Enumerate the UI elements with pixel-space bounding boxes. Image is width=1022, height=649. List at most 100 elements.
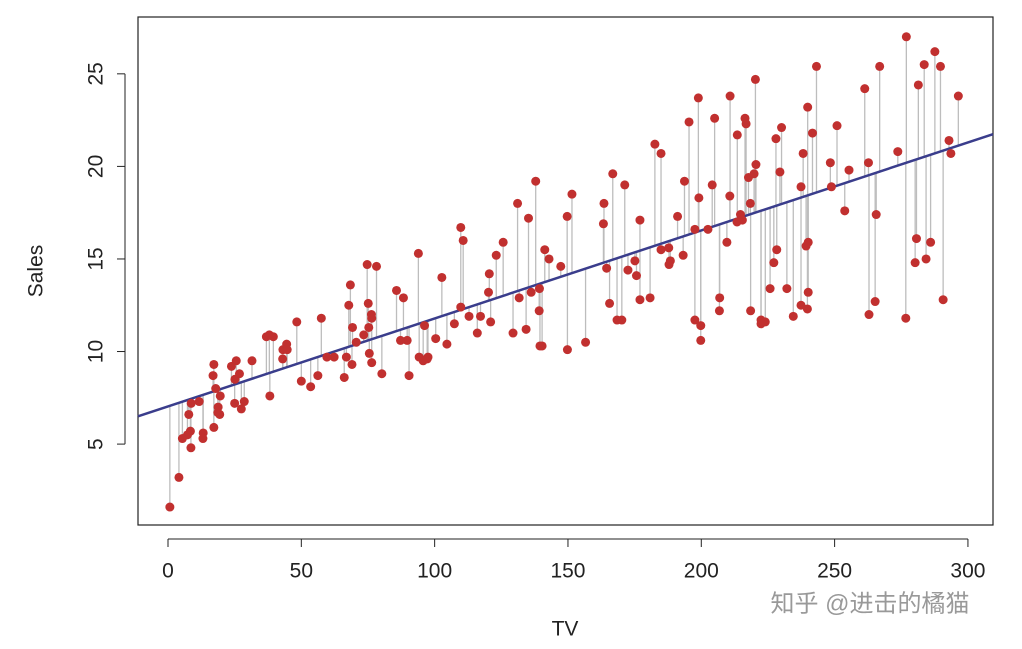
point <box>316 313 326 323</box>
point <box>599 198 609 208</box>
point <box>769 258 779 268</box>
point <box>442 339 452 349</box>
point <box>631 271 641 281</box>
point <box>801 241 811 251</box>
point <box>803 102 813 112</box>
point <box>913 80 923 90</box>
point <box>679 176 689 186</box>
point <box>531 176 541 186</box>
point <box>211 384 221 394</box>
point <box>491 250 501 260</box>
point <box>364 348 374 358</box>
point <box>664 243 674 253</box>
point <box>921 254 931 264</box>
y-tick-label: 20 <box>85 155 108 178</box>
point <box>901 313 911 323</box>
point <box>347 359 357 369</box>
point <box>329 352 339 362</box>
point <box>292 317 302 327</box>
point <box>864 310 874 320</box>
plot-frame <box>137 16 994 526</box>
point <box>732 130 742 140</box>
point <box>282 345 292 355</box>
point <box>404 371 414 381</box>
point <box>392 285 402 295</box>
point <box>524 213 534 223</box>
point <box>807 128 817 138</box>
x-tick-label: 100 <box>417 560 452 583</box>
point <box>186 443 196 453</box>
point <box>213 408 223 418</box>
point <box>935 61 945 71</box>
point <box>456 222 466 232</box>
point <box>562 211 572 221</box>
point <box>630 256 640 266</box>
point <box>722 237 732 247</box>
point <box>870 297 880 307</box>
point <box>484 269 494 279</box>
x-tick-label: 0 <box>162 560 174 583</box>
x-tick-label: 150 <box>550 560 585 583</box>
point <box>650 139 660 149</box>
point <box>901 32 911 42</box>
x-tick-label: 200 <box>684 560 719 583</box>
point <box>498 237 508 247</box>
point <box>788 311 798 321</box>
point <box>208 371 218 381</box>
point <box>514 293 524 303</box>
y-axis-label: Sales <box>25 245 48 298</box>
point <box>174 472 184 482</box>
point <box>946 148 956 158</box>
point <box>239 397 249 407</box>
point <box>782 284 792 294</box>
point <box>247 356 257 366</box>
point <box>458 235 468 245</box>
point <box>567 189 577 199</box>
x-tick-label: 250 <box>817 560 852 583</box>
point <box>910 258 920 268</box>
point <box>344 300 354 310</box>
point <box>826 182 836 192</box>
point <box>811 61 821 71</box>
point <box>581 337 591 347</box>
point <box>456 302 466 312</box>
point <box>825 158 835 168</box>
point <box>306 382 316 392</box>
point <box>832 121 842 131</box>
point <box>372 261 382 271</box>
point <box>620 180 630 190</box>
point <box>635 215 645 225</box>
point <box>635 295 645 305</box>
point <box>777 123 787 133</box>
point <box>414 352 424 362</box>
point <box>756 319 766 329</box>
y-tick-label: 5 <box>85 438 108 450</box>
y-tick-label: 10 <box>85 340 108 363</box>
point <box>751 160 761 170</box>
point <box>602 263 612 273</box>
point <box>476 311 486 321</box>
point <box>377 369 387 379</box>
point <box>737 215 747 225</box>
y-tick-label: 15 <box>85 247 108 270</box>
point <box>486 317 496 327</box>
point <box>513 198 523 208</box>
point <box>802 304 812 314</box>
point <box>750 74 760 84</box>
point <box>398 293 408 303</box>
point <box>690 315 700 325</box>
point <box>265 391 275 401</box>
y-tick-label: 25 <box>85 62 108 85</box>
point <box>944 135 954 145</box>
point <box>230 398 240 408</box>
point <box>215 391 225 401</box>
point <box>420 321 430 331</box>
point <box>296 376 306 386</box>
point <box>844 165 854 175</box>
point <box>710 113 720 123</box>
point <box>367 358 377 368</box>
point <box>707 180 717 190</box>
point <box>678 250 688 260</box>
point <box>177 434 187 444</box>
point <box>184 409 194 419</box>
